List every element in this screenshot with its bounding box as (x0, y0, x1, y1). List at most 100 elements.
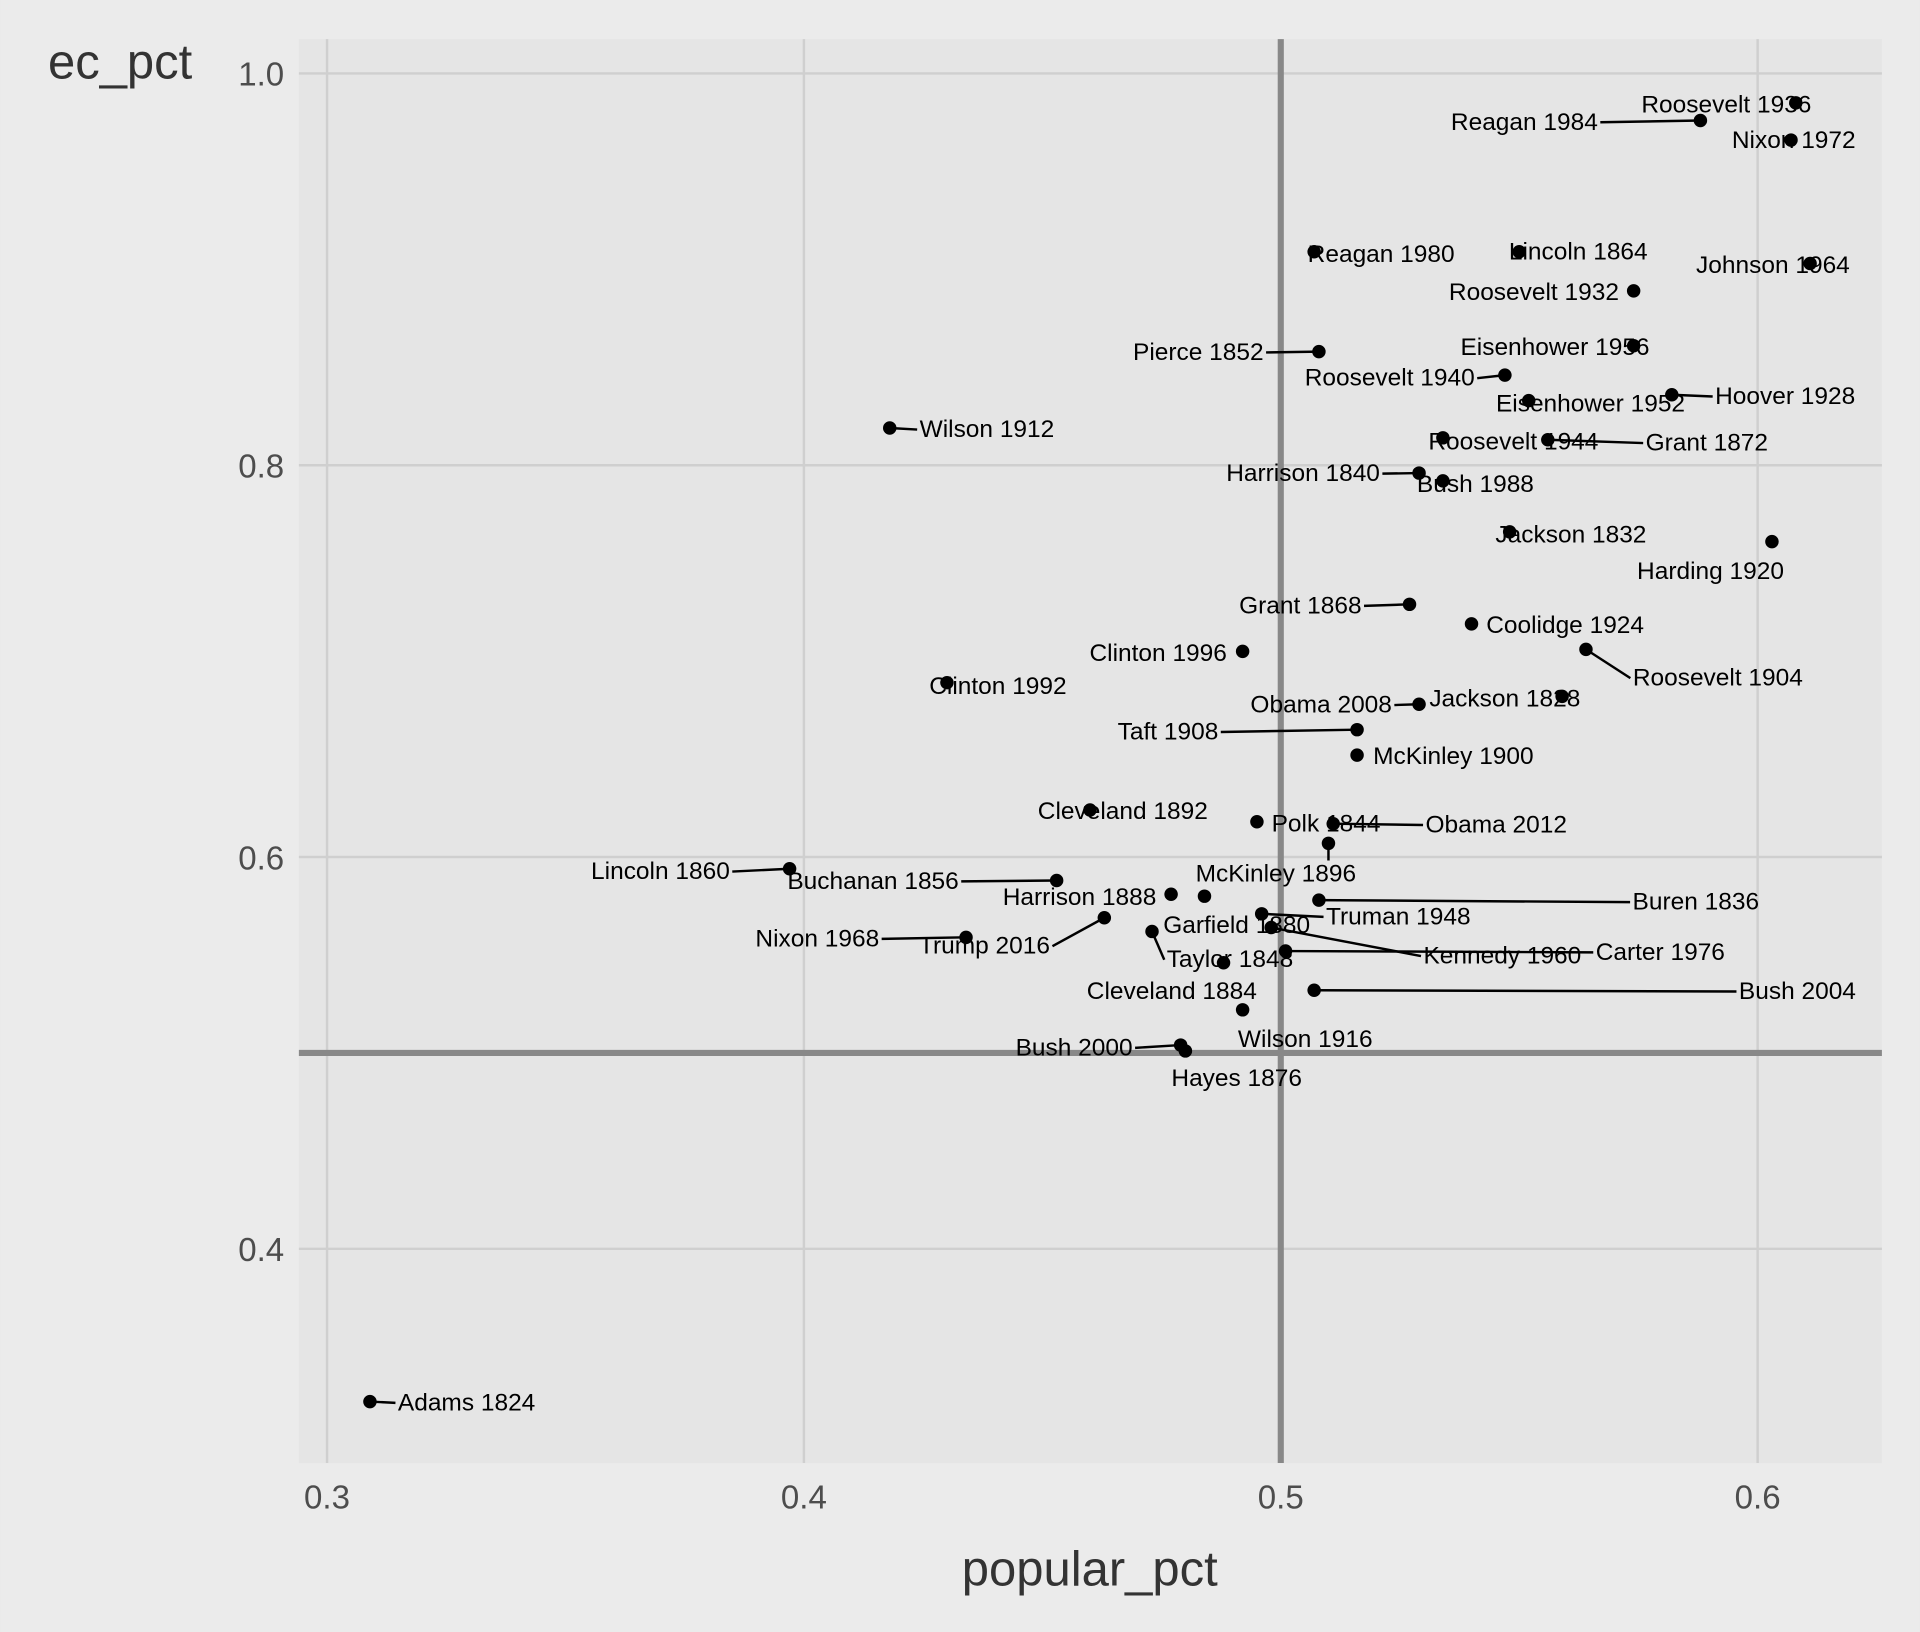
data-point (1555, 689, 1569, 704)
point-label: Nixon 1972 (1732, 127, 1856, 154)
point-label: Clinton 1992 (929, 673, 1066, 700)
data-points (363, 96, 1817, 1409)
data-point (1436, 474, 1450, 488)
data-point (1321, 836, 1336, 851)
x-axis-ticks: 0.3 0.4 0.5 0.6 (304, 1479, 1781, 1516)
label-leader-line (732, 867, 790, 873)
point-label: Roosevelt 1936 (1641, 92, 1811, 119)
point-label: Buchanan 1856 (787, 868, 958, 895)
data-point (1049, 873, 1064, 888)
data-point (1250, 815, 1264, 829)
point-label: Harding 1920 (1637, 558, 1784, 585)
label-leader-line (1600, 119, 1701, 124)
label-leader-line (1333, 822, 1424, 827)
data-point (1784, 133, 1798, 147)
data-point (1412, 697, 1426, 711)
point-label: McKinley 1896 (1196, 861, 1357, 888)
y-tick-label: 0.6 (238, 840, 284, 877)
data-point (1216, 956, 1231, 970)
label-leaders (369, 119, 1737, 1405)
data-point (1178, 1044, 1193, 1058)
data-point (363, 1394, 377, 1409)
point-label: Harrison 1888 (1003, 884, 1157, 911)
data-point (1402, 597, 1417, 612)
data-point (1789, 96, 1803, 110)
y-tick-label: 0.8 (238, 448, 284, 485)
point-label: Buren 1836 (1633, 889, 1760, 916)
label-leader-line (1585, 648, 1632, 680)
point-label: Jackson 1828 (1429, 685, 1580, 712)
data-point (1307, 983, 1321, 997)
data-point (1512, 244, 1526, 259)
data-point (1765, 534, 1779, 549)
label-leader-line (961, 879, 1057, 883)
point-label: Bush 2004 (1739, 978, 1856, 1005)
point-label: Clinton 1996 (1089, 640, 1226, 667)
point-label: Eisenhower 1956 (1460, 334, 1649, 361)
point-label: Obama 2008 (1250, 692, 1391, 719)
point-label: Bush 2000 (1016, 1034, 1133, 1061)
data-point (1312, 893, 1326, 907)
point-label: Carter 1976 (1596, 939, 1725, 966)
point-label: Hoover 1928 (1715, 383, 1855, 410)
label-leader-line (1314, 988, 1737, 993)
data-point (1264, 920, 1278, 935)
point-label: Roosevelt 1932 (1449, 279, 1619, 306)
data-point (1693, 113, 1708, 128)
y-tick-label: 0.4 (238, 1232, 284, 1269)
data-point (1097, 911, 1112, 925)
point-label: Lincoln 1860 (591, 858, 730, 885)
point-label: Truman 1948 (1326, 903, 1471, 930)
label-leader-line (1547, 438, 1644, 445)
data-point (1502, 525, 1517, 539)
label-leader-line (1220, 728, 1358, 734)
data-point (1436, 431, 1450, 445)
data-point (1803, 256, 1817, 271)
data-point (1083, 803, 1097, 817)
point-label: Cleveland 1884 (1087, 978, 1257, 1005)
data-point (883, 421, 897, 435)
data-point (1307, 244, 1321, 259)
label-leader-line (881, 936, 967, 941)
x-tick-label: 0.3 (304, 1479, 350, 1516)
point-label: Wilson 1912 (920, 416, 1055, 443)
point-label: Grant 1868 (1239, 592, 1361, 619)
point-label: Jackson 1832 (1495, 521, 1646, 548)
data-point (1498, 368, 1512, 382)
data-point (1626, 339, 1641, 353)
data-point (1522, 393, 1536, 408)
point-label: Garfield 1880 (1163, 912, 1310, 939)
y-axis-title: ec_pct (48, 35, 193, 89)
x-tick-label: 0.5 (1258, 1479, 1304, 1516)
point-label: Harrison 1840 (1226, 460, 1380, 487)
point-label: Trump 2016 (919, 933, 1050, 960)
data-point (1278, 944, 1293, 958)
point-label: Lincoln 1864 (1509, 239, 1648, 266)
data-point (1579, 642, 1593, 657)
label-leader-line (1135, 1043, 1181, 1050)
data-point (959, 930, 973, 945)
point-labels: Roosevelt 1936 Reagan 1984 Nixon 1972 Reaga… (398, 92, 1856, 1417)
point-label: Pierce 1852 (1133, 339, 1264, 366)
point-label: Bush 1988 (1417, 471, 1534, 498)
point-label: Wilson 1916 (1238, 1026, 1373, 1053)
point-label: Taylor 1848 (1167, 946, 1294, 973)
label-leader-line (1261, 912, 1324, 919)
point-label: Reagan 1984 (1451, 109, 1598, 136)
data-point (1626, 284, 1641, 298)
label-leader-line (1671, 393, 1713, 398)
data-point (1235, 1003, 1250, 1017)
point-label: Taft 1908 (1118, 718, 1219, 745)
point-label: Coolidge 1924 (1486, 612, 1644, 639)
point-label: Roosevelt 1940 (1305, 365, 1475, 392)
data-point (1254, 907, 1269, 921)
data-point (1541, 433, 1555, 447)
point-label: Grant 1872 (1646, 430, 1768, 457)
data-point (1350, 722, 1364, 737)
x-tick-label: 0.6 (1735, 1479, 1781, 1516)
data-point (1412, 466, 1426, 480)
data-point (1197, 889, 1212, 903)
label-leader-line (1051, 916, 1105, 948)
data-point (1464, 617, 1479, 631)
